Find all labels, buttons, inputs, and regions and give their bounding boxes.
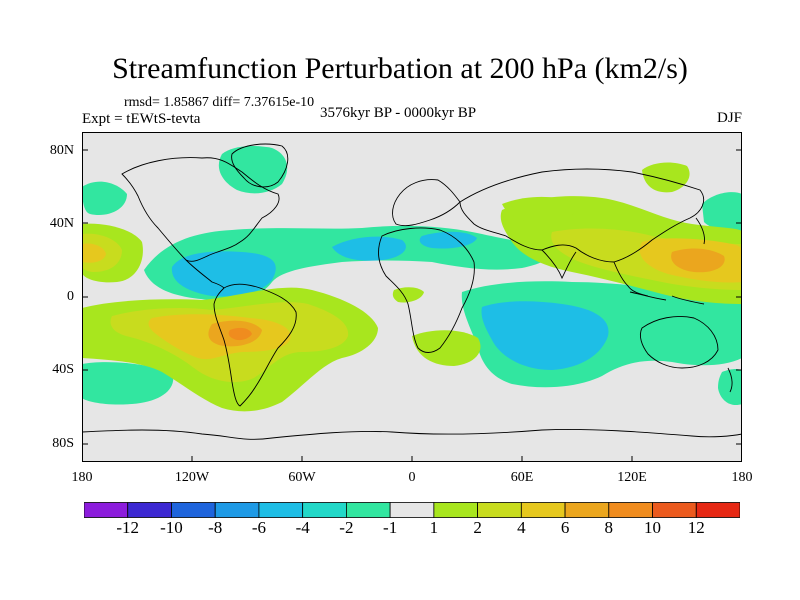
period-label: 3576kyr BP - 0000kyr BP <box>320 105 477 121</box>
colorbar-label-0: -12 <box>116 518 140 537</box>
lon-tick-60e: 60E <box>510 470 534 485</box>
colorbar-label-2: -8 <box>208 518 223 537</box>
contour-pos8-south-atlantic <box>228 327 252 341</box>
colorbar-box-10 <box>520 502 566 518</box>
colorbar-box-9 <box>477 502 522 518</box>
coast-africa <box>378 227 475 353</box>
colorbar-box-4 <box>258 502 304 518</box>
lon-tick-120w: 120W <box>174 470 210 485</box>
colorbar-label-4: -4 <box>295 518 310 537</box>
coast-antarctica <box>82 429 742 440</box>
colorbar-box-12 <box>608 502 653 518</box>
coast-north-america <box>121 157 280 262</box>
contour-field <box>82 146 742 412</box>
colorbar-label-13: 12 <box>687 518 705 537</box>
streamfunction-map <box>82 132 742 462</box>
axis-ticks <box>82 149 742 462</box>
coast-southeast-asia <box>613 261 649 297</box>
colorbar-label-7: 1 <box>429 518 439 537</box>
colorbar-label-10: 6 <box>560 518 570 537</box>
lon-tick-60w: 60W <box>288 470 316 485</box>
coast-asia <box>459 168 704 263</box>
colorbar <box>84 502 740 518</box>
stats-text: rmsd= 1.85867 diff= 7.37615e-10 <box>124 95 315 110</box>
contour-pos6-west-pacific <box>671 248 725 273</box>
coastlines <box>82 143 742 440</box>
map-title: Streamfunction Perturbation at 200 hPa (… <box>112 52 688 85</box>
contour-neg1-south-pacific <box>82 362 174 405</box>
lat-tick-80n: 80N <box>49 143 74 158</box>
lat-tick-40n: 40N <box>49 216 74 231</box>
colorbar-label-8: 2 <box>473 518 482 537</box>
experiment-label: Expt = tEWtS-tevta <box>82 111 201 127</box>
contour-neg1-south-pacific-east <box>718 369 742 406</box>
colorbar-box-6 <box>345 502 391 518</box>
contour-pos1-south-africa <box>412 330 481 366</box>
colorbar-label-3: -6 <box>251 518 267 537</box>
coast-india <box>541 249 577 280</box>
colorbar-box-13 <box>652 502 697 518</box>
coast-japan <box>695 217 705 245</box>
coast-indonesia <box>629 291 705 305</box>
contour-neg1-pacific-nw <box>702 192 742 233</box>
colorbar-box-0 <box>84 502 129 518</box>
colorbar-label-9: 4 <box>517 518 526 537</box>
colorbar-box-11 <box>564 502 610 518</box>
lat-tick-0: 0 <box>67 289 74 304</box>
lon-tick-180e: 180 <box>731 470 753 485</box>
lat-tick-40s: 40S <box>52 362 74 377</box>
colorbar-label-11: 8 <box>604 518 614 537</box>
contour-neg2-indian-ocean <box>481 301 609 370</box>
colorbar-box-7 <box>389 502 435 518</box>
coast-new-zealand <box>727 367 733 393</box>
contour-neg1-pacific-ne <box>82 181 127 216</box>
season-label: DJF <box>716 110 742 126</box>
lon-tick-120e: 120E <box>617 470 647 485</box>
contour-neg1-greenland <box>218 146 288 194</box>
colorbar-box-2 <box>171 502 216 518</box>
coast-greenland <box>231 143 289 188</box>
contour-neg4-indian-ocean <box>509 320 547 338</box>
contour-pos1-siberia <box>502 196 575 224</box>
colorbar-label-6: -1 <box>383 518 398 537</box>
colorbar-box-14 <box>695 502 740 518</box>
colorbar-label-5: -2 <box>339 518 354 537</box>
contour-pos4-north-pacific-west <box>82 243 106 263</box>
colorbar-box-8 <box>433 502 478 518</box>
contour-neg2-north-africa <box>332 236 406 261</box>
coast-south-america <box>213 283 297 407</box>
lon-tick-180w: 180 <box>71 470 93 485</box>
lon-tick-0: 0 <box>408 470 416 485</box>
contour-pos1-east-asia-north <box>642 162 690 193</box>
coast-australia <box>639 316 719 369</box>
colorbar-box-5 <box>302 502 347 518</box>
lat-tick-80s: 80S <box>52 436 74 451</box>
coast-europe <box>392 179 461 227</box>
colorbar-box-1 <box>127 502 172 518</box>
colorbar-label-1: -10 <box>160 518 183 537</box>
colorbar-box-3 <box>214 502 260 518</box>
colorbar-label-12: 10 <box>644 518 662 537</box>
coast-central-america <box>185 259 225 289</box>
